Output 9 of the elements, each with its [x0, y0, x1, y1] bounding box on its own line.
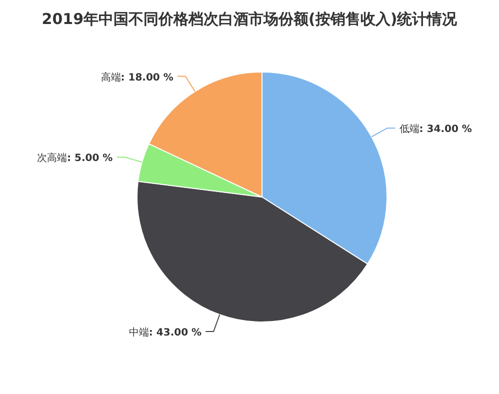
slice-label: 次高端: [37, 152, 68, 164]
data-label: : 34.00 %: [419, 124, 472, 136]
chart-title: 2019年中国不同价格档次白酒市场份额(按销售收入)统计情况: [42, 10, 458, 28]
data-label: : 5.00 %: [67, 153, 113, 164]
data-label: : 18.00 %: [120, 72, 174, 84]
slice-label: 中端: [128, 326, 149, 339]
slice-label: 低端: [399, 123, 420, 136]
data-label: : 43.00 %: [148, 328, 202, 339]
slice-label: 高端: [100, 71, 121, 84]
